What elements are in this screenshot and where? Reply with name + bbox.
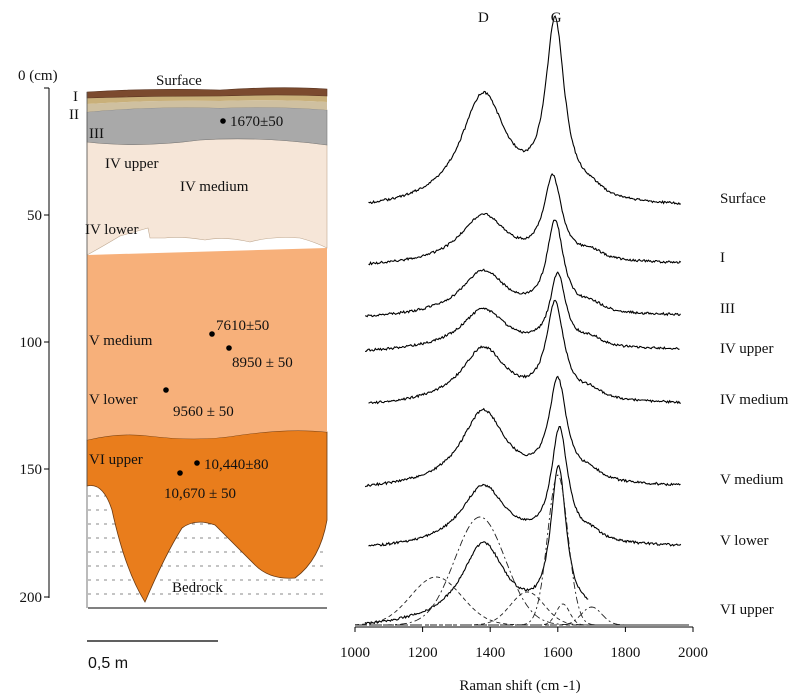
depth-tick-label-50: 50 bbox=[27, 208, 42, 224]
spectrum-line-0 bbox=[368, 15, 682, 206]
date-marker bbox=[163, 387, 169, 393]
spectrum-line-1 bbox=[368, 173, 682, 266]
depth-tick-label-200: 200 bbox=[20, 590, 43, 606]
x-tick-label: 1800 bbox=[610, 645, 640, 661]
date-label-7610: 7610±50 bbox=[216, 318, 269, 334]
x-axis-label: Raman shift (cm -1) bbox=[459, 678, 580, 694]
layer-label-iii: III bbox=[89, 126, 104, 142]
layer-label-i: I bbox=[73, 89, 78, 105]
layer-label-iv-upper: IV upper bbox=[105, 156, 158, 172]
peak-label-d: D bbox=[478, 10, 489, 26]
layer-label-v-lower: V lower bbox=[89, 392, 137, 408]
layer-label-vi-upper: VI upper bbox=[89, 452, 143, 468]
series-label-2: III bbox=[720, 301, 735, 317]
peak-label-g: G bbox=[551, 10, 562, 26]
layer-iii bbox=[86, 107, 328, 146]
series-label-7: VI upper bbox=[720, 602, 774, 618]
series-label-1: I bbox=[720, 250, 725, 266]
date-marker bbox=[220, 118, 226, 124]
spectrum-line-2 bbox=[365, 219, 681, 318]
layer-i bbox=[87, 95, 327, 104]
date-label-10440: 10,440±80 bbox=[204, 457, 268, 473]
date-marker bbox=[194, 460, 200, 466]
layer-label-iv-medium: IV medium bbox=[180, 179, 249, 195]
layer-ii bbox=[87, 100, 327, 112]
series-label-4: IV medium bbox=[720, 392, 789, 408]
layer-label-ii: II bbox=[69, 107, 79, 123]
layer-v bbox=[87, 248, 327, 440]
spectrum-line-3 bbox=[365, 271, 680, 352]
x-tick-label: 1000 bbox=[340, 645, 370, 661]
x-tick-label: 1600 bbox=[543, 645, 573, 661]
x-tick-label: 1200 bbox=[408, 645, 438, 661]
layer-label-bedrock: Bedrock bbox=[172, 580, 223, 596]
date-marker bbox=[177, 470, 183, 476]
series-label-6: V lower bbox=[720, 533, 768, 549]
layer-surface bbox=[86, 87, 328, 99]
deconvolution-bands bbox=[355, 474, 689, 626]
layer-label-surface: Surface bbox=[156, 73, 202, 89]
spectrum-line-7 bbox=[364, 464, 589, 625]
spectrum-line-4 bbox=[368, 299, 681, 405]
date-marker bbox=[209, 331, 215, 337]
soil-profile: 0 (cm) 50 100 150 200 bbox=[18, 68, 328, 672]
spectra-plot-area bbox=[364, 15, 682, 625]
deconvolution-band-0 bbox=[355, 576, 689, 626]
series-label-0: Surface bbox=[720, 191, 766, 207]
deconvolution-band-4 bbox=[355, 603, 689, 626]
depth-tick-label-150: 150 bbox=[20, 462, 43, 478]
date-label-10670: 10,670 ± 50 bbox=[164, 486, 236, 502]
date-marker bbox=[226, 345, 232, 351]
deconvolution-band-1 bbox=[355, 516, 689, 626]
layer-label-iv-lower: IV lower bbox=[85, 222, 138, 238]
date-label-8950: 8950 ± 50 bbox=[232, 355, 293, 371]
layer-label-v-medium: V medium bbox=[89, 333, 153, 349]
scale-bar-label: 0,5 m bbox=[88, 655, 128, 672]
raman-chart: 1000 1200 1400 1600 1800 2000 Raman shift (cm… bbox=[340, 10, 789, 694]
series-label-3: IV upper bbox=[720, 341, 773, 357]
depth-unit-label: 0 (cm) bbox=[18, 68, 58, 84]
date-label-9560: 9560 ± 50 bbox=[173, 404, 234, 420]
depth-tick-label-100: 100 bbox=[20, 335, 43, 351]
x-tick-label: 1400 bbox=[475, 645, 505, 661]
x-axis-ticks: 1000 1200 1400 1600 1800 2000 bbox=[340, 627, 708, 661]
deconvolution-band-5 bbox=[355, 606, 689, 626]
deconvolution-band-2 bbox=[355, 591, 689, 626]
date-label-1670: 1670±50 bbox=[230, 114, 283, 130]
spectrum-line-5 bbox=[364, 375, 681, 488]
spectrum-line-6 bbox=[368, 426, 682, 547]
series-label-5: V medium bbox=[720, 472, 784, 488]
x-tick-label: 2000 bbox=[678, 645, 708, 661]
